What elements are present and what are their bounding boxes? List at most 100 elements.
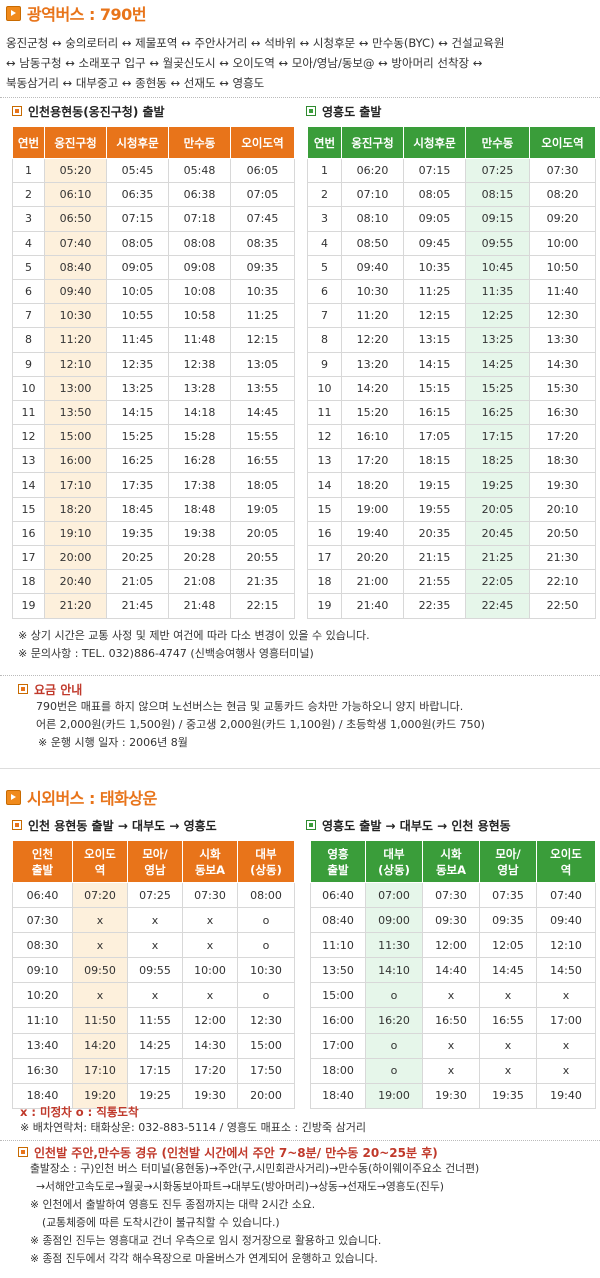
table-cell: 19:25 xyxy=(465,472,530,498)
square-bullet-icon xyxy=(18,1147,28,1157)
table-cell: 06:35 xyxy=(106,182,169,208)
express-section-title: 광역버스 : 790번 xyxy=(6,2,147,24)
table-cell: 3 xyxy=(307,206,342,232)
table-cell: 13:30 xyxy=(529,327,596,353)
table-header-row: 연번 옹진구청 시청후문 만수동 오이도역 xyxy=(307,126,596,159)
table-cell: 15 xyxy=(307,496,342,522)
table-cell: 20:50 xyxy=(529,520,596,547)
table-cell: 16:15 xyxy=(403,399,466,426)
table-cell: x xyxy=(422,1032,480,1059)
table-cell: 13:50 xyxy=(310,957,366,984)
table-cell: 07:40 xyxy=(44,230,107,256)
table-cell: 05:45 xyxy=(106,157,169,184)
column-header-line: 인천 xyxy=(31,846,54,861)
column-header: 모아/영남 xyxy=(479,840,537,883)
table-cell: 22:05 xyxy=(465,569,530,595)
table-cell: 20:40 xyxy=(44,569,107,595)
table-cell: 19:40 xyxy=(341,520,404,547)
table-cell: 16 xyxy=(12,520,45,547)
table-cell: 19:25 xyxy=(127,1082,183,1109)
table-cell: 14:45 xyxy=(479,957,537,984)
column-header: 시청후문 xyxy=(403,126,466,159)
table-cell: 21:40 xyxy=(341,593,404,619)
table-cell: 13:25 xyxy=(106,375,169,401)
table-cell: 16:30 xyxy=(12,1057,73,1084)
column-header-line: 오이도 xyxy=(550,846,582,861)
table-cell: 17:35 xyxy=(106,472,169,498)
table-cell: 7 xyxy=(12,303,45,329)
table-cell: 19:00 xyxy=(341,496,404,522)
table-row: 12 15:00 15:25 15:28 15:55 xyxy=(12,424,295,450)
table-row: 7 11:20 12:15 12:25 12:30 xyxy=(307,303,596,329)
table-cell: x xyxy=(536,982,596,1009)
table-cell: 11:30 xyxy=(365,932,423,959)
table-cell: 18:40 xyxy=(12,1082,73,1109)
table-row: 18:00 o x x x xyxy=(310,1057,596,1084)
table-cell: 08:05 xyxy=(106,230,169,256)
table-cell: 20:20 xyxy=(341,544,404,571)
table-cell: 12:15 xyxy=(403,303,466,329)
table-cell: 19:10 xyxy=(44,520,107,547)
table-cell: 16:25 xyxy=(106,448,169,474)
fare-info: 790번은 매표를 하지 않으며 노선버스는 현금 및 교통카드 승차만 가능하… xyxy=(36,700,485,749)
table-cell: 16:10 xyxy=(341,424,404,450)
table-cell: 17:15 xyxy=(465,424,530,450)
table-cell: x xyxy=(182,932,238,959)
column-header-line: (상동) xyxy=(250,862,282,877)
express-left-timetable: 연번 옹진구청 시청후문 만수동 오이도역 1 05:20 05:45 05:48 06:05 2 0… xyxy=(12,126,295,619)
table-cell: 06:38 xyxy=(168,182,231,208)
table-cell: 21:20 xyxy=(44,593,107,619)
column-header: 영흥 출발 xyxy=(310,840,366,883)
table-cell: 10:00 xyxy=(182,957,238,984)
express-left-table-title: 인천용현동(옹진구청) 출발 xyxy=(12,103,165,119)
table-cell: 3 xyxy=(12,206,45,232)
table-cell: 19:30 xyxy=(529,472,596,498)
table-cell: 17:05 xyxy=(403,424,466,450)
table-cell: x xyxy=(127,982,183,1009)
table-cell: 08:20 xyxy=(529,182,596,208)
table-row: 10 13:00 13:25 13:28 13:55 xyxy=(12,375,295,401)
table-cell: x xyxy=(479,1032,537,1059)
table-cell: x xyxy=(479,982,537,1009)
table-cell: x xyxy=(72,907,128,934)
table-cell: 17 xyxy=(307,544,342,571)
column-header-line: 영남 xyxy=(144,862,166,877)
table-cell: 08:40 xyxy=(310,907,366,934)
table-cell: 20:28 xyxy=(168,544,231,571)
table-cell: 06:10 xyxy=(44,182,107,208)
arrow-bullet-icon xyxy=(6,789,21,805)
table-row: 11:10 11:50 11:55 12:00 12:30 xyxy=(12,1007,295,1034)
table-header-row: 영흥 출발 대부 (상동) 시화 동보A 모아/영남 오이도 역 xyxy=(310,840,596,883)
table-cell: 12:30 xyxy=(237,1007,295,1034)
table-cell: o xyxy=(365,1032,423,1059)
column-header: 대부 (상동) xyxy=(365,840,423,883)
table-cell: 11:40 xyxy=(529,278,596,305)
table-row: 16 19:40 20:35 20:45 20:50 xyxy=(307,520,596,547)
square-bullet-icon xyxy=(12,820,22,830)
table-cell: 14:25 xyxy=(465,351,530,377)
table-row: 17:00 o x x x xyxy=(310,1032,596,1059)
table-row: 18 20:40 21:05 21:08 21:35 xyxy=(12,569,295,595)
table-row: 19 21:40 22:35 22:45 22:50 xyxy=(307,593,596,619)
table-cell: 09:40 xyxy=(341,254,404,280)
table-row: 9 12:10 12:35 12:38 13:05 xyxy=(12,351,295,377)
table-cell: 20:00 xyxy=(237,1082,295,1109)
table-row: 10:20 x x x o xyxy=(12,982,295,1009)
table-cell: 13 xyxy=(307,448,342,474)
table-cell: 13 xyxy=(12,448,45,474)
table-cell: 17:00 xyxy=(536,1007,596,1034)
table-cell: 13:20 xyxy=(341,351,404,377)
table-cell: 14:20 xyxy=(72,1032,128,1059)
table-cell: 08:05 xyxy=(403,182,466,208)
table-cell: 07:30 xyxy=(12,907,73,934)
table-cell: 11:48 xyxy=(168,327,231,353)
table-cell: 08:10 xyxy=(341,206,404,232)
table-cell: 06:40 xyxy=(310,881,366,909)
table-cell: 16:55 xyxy=(479,1007,537,1034)
table-cell: 07:25 xyxy=(465,157,530,184)
fare-title: 요금 안내 xyxy=(18,681,82,697)
table-cell: 16:00 xyxy=(310,1007,366,1034)
square-bullet-icon xyxy=(306,106,316,116)
table-cell: 11:20 xyxy=(44,327,107,353)
